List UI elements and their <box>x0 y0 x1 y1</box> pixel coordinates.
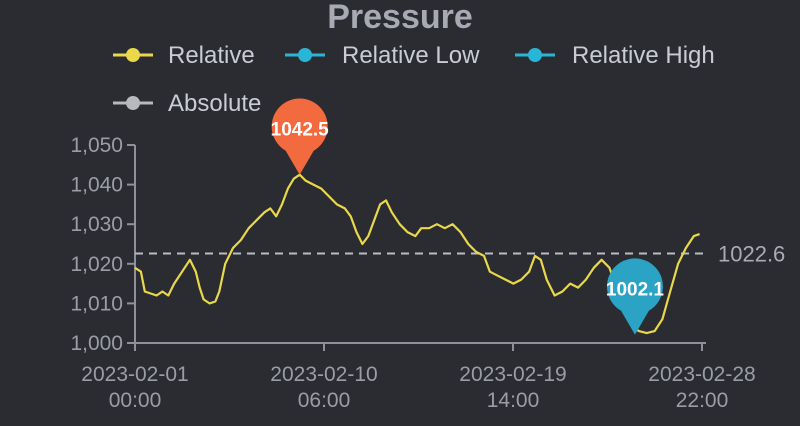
y-tick-label: 1,010 <box>70 292 123 315</box>
legend-item-absolute[interactable]: Absolute <box>113 90 261 117</box>
legend-marker-absolute <box>126 96 140 110</box>
y-tick-label: 1,000 <box>70 332 123 355</box>
x-tick-label-date: 2023-02-10 <box>270 363 377 386</box>
series-line-relative <box>134 173 700 335</box>
legend-marker-relative-low <box>298 48 312 62</box>
x-tick-label-time: 22:00 <box>676 389 729 412</box>
x-tick-label-time: 14:00 <box>487 389 540 412</box>
annotation-label: 1042.5 <box>271 120 330 141</box>
legend-item-relative-low[interactable]: Relative Low <box>285 42 480 69</box>
y-tick-label: 1,020 <box>70 253 123 276</box>
x-tick-label-date: 2023-02-01 <box>81 363 188 386</box>
annotation-marker <box>606 258 663 335</box>
legend-label-relative-low: Relative Low <box>342 42 480 69</box>
x-tick-label-date: 2023-02-19 <box>459 363 566 386</box>
legend-marker-relative-high <box>528 48 542 62</box>
legend-item-relative[interactable]: Relative <box>113 42 255 69</box>
annotation-pin[interactable]: 1002.1 <box>606 258 665 335</box>
chart-title: Pressure <box>327 0 473 36</box>
y-tick-label: 1,030 <box>70 213 123 236</box>
annotation-label: 1002.1 <box>606 280 665 301</box>
reference-line-label: 1022.6 <box>718 242 785 267</box>
x-tick-label-time: 06:00 <box>298 389 351 412</box>
annotation-pin[interactable]: 1042.5 <box>271 98 330 175</box>
x-ticks: 2023-02-01 00:00 2023-02-10 06:00 2023-02-19… <box>81 343 756 412</box>
legend-label-relative-high: Relative High <box>572 42 715 69</box>
x-tick-label-date: 2023-02-28 <box>648 363 755 386</box>
annotations: 1042.5 1002.1 <box>271 98 665 335</box>
x-tick-label-time: 00:00 <box>109 389 162 412</box>
legend-item-relative-high[interactable]: Relative High <box>515 42 715 69</box>
y-tick-label: 1,050 <box>70 134 123 157</box>
reference-line: 1022.6 <box>135 242 785 267</box>
legend-label-absolute: Absolute <box>168 90 261 117</box>
annotation-marker <box>271 98 328 175</box>
legend-marker-relative <box>126 48 140 62</box>
legend-label-relative: Relative <box>168 42 255 69</box>
y-ticks: 1,000 1,010 1,020 1,030 1,040 1,050 <box>70 134 135 355</box>
legend: Relative Relative Low Relative High Abso… <box>113 42 715 117</box>
y-tick-label: 1,040 <box>70 174 123 197</box>
